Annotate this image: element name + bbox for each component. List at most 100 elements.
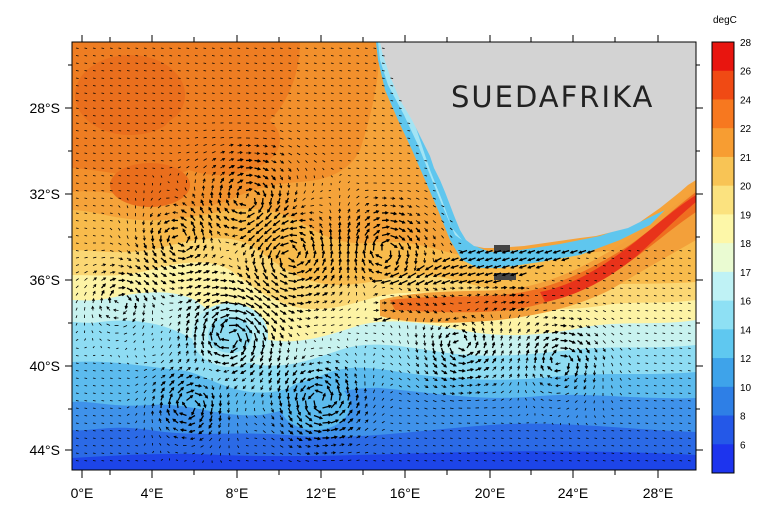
current-vector [517, 422, 521, 424]
current-vector-head [438, 335, 442, 340]
current-vector-head [434, 295, 438, 298]
current-vector-head [394, 227, 399, 231]
current-vector [143, 62, 147, 64]
current-vector [619, 265, 623, 267]
current-vector [288, 47, 292, 49]
current-vector [203, 122, 207, 124]
current-vector-head [209, 411, 214, 416]
current-vector-head [229, 356, 234, 360]
current-vector [245, 415, 248, 419]
current-vector [92, 407, 96, 409]
current-vector-head [564, 338, 569, 343]
current-vector [186, 85, 190, 87]
current-vector [424, 407, 428, 410]
current-vector [219, 385, 221, 390]
current-vector [254, 309, 262, 317]
current-vector-head [300, 205, 305, 208]
current-vector [92, 182, 96, 184]
current-vector [101, 70, 105, 72]
current-vector-head [282, 268, 286, 272]
current-vector-head [294, 397, 298, 402]
current-vector [526, 308, 530, 311]
current-vector [151, 190, 153, 194]
current-vector [305, 137, 309, 140]
current-vector-head [185, 342, 189, 346]
current-vector [407, 152, 411, 154]
current-vector-head [380, 242, 384, 247]
current-vector-head [342, 418, 347, 422]
current-vector [271, 100, 275, 102]
current-vector [279, 70, 283, 72]
current-vector [475, 445, 479, 447]
current-vector [679, 377, 683, 379]
current-vector [211, 185, 214, 191]
current-vector-head [93, 283, 97, 288]
current-vector [228, 77, 232, 79]
current-vector-head [423, 252, 427, 257]
current-vector-head [503, 308, 507, 311]
current-vector [254, 107, 258, 109]
current-vector [109, 115, 113, 117]
current-vector [84, 115, 88, 117]
current-vector [245, 62, 249, 64]
current-vector [135, 355, 138, 358]
current-vector-head [198, 269, 203, 274]
current-vector-head [201, 235, 206, 240]
current-vector [152, 100, 156, 102]
current-vector [628, 407, 632, 409]
current-vector-head [321, 249, 326, 254]
current-vector [458, 452, 462, 454]
current-vector [160, 152, 164, 154]
current-vector [256, 227, 264, 234]
current-vector-head [299, 309, 304, 314]
colorbar-segment [712, 156, 734, 187]
current-vector-head [231, 209, 235, 213]
current-vector [415, 167, 419, 169]
colorbar-tick-label: 17 [740, 268, 752, 279]
current-vector [194, 137, 199, 139]
current-vector [679, 287, 683, 289]
current-vector [619, 415, 623, 417]
current-vector [327, 354, 332, 356]
current-vector-head [274, 275, 278, 280]
current-vector-head [314, 375, 319, 380]
current-vector [160, 310, 164, 313]
current-vector-head [308, 417, 313, 422]
current-vector-head [561, 257, 566, 262]
current-vector [126, 55, 130, 57]
current-vector [262, 107, 266, 109]
current-vector-head [318, 429, 323, 434]
current-vector [670, 265, 674, 267]
current-vector [585, 437, 589, 439]
current-vector-head [197, 375, 201, 380]
current-vector-head [301, 397, 306, 402]
current-vector [670, 400, 674, 402]
current-vector [305, 167, 308, 171]
current-vector [445, 325, 451, 329]
current-vector [390, 370, 394, 373]
current-vector [574, 392, 578, 396]
current-vector [636, 385, 640, 387]
current-vector [322, 316, 327, 319]
current-vector-head [171, 218, 175, 223]
current-vector [347, 152, 351, 154]
current-vector [398, 107, 402, 109]
current-vector [288, 130, 292, 132]
current-vector [339, 316, 343, 319]
current-vector-head [338, 257, 342, 262]
current-vector [424, 212, 428, 216]
current-vector [143, 375, 148, 379]
current-vector-head [467, 265, 472, 269]
current-vector [135, 115, 139, 117]
current-vector [398, 415, 402, 417]
current-vector-head [431, 343, 435, 348]
current-vector [509, 452, 513, 454]
current-vector [279, 85, 283, 87]
current-vector-head [113, 316, 117, 320]
current-vector-head [518, 265, 523, 269]
current-vector [313, 160, 317, 163]
current-vector [101, 167, 105, 169]
current-vector-head [554, 362, 559, 366]
current-vector [398, 287, 403, 291]
current-vector [619, 340, 623, 343]
